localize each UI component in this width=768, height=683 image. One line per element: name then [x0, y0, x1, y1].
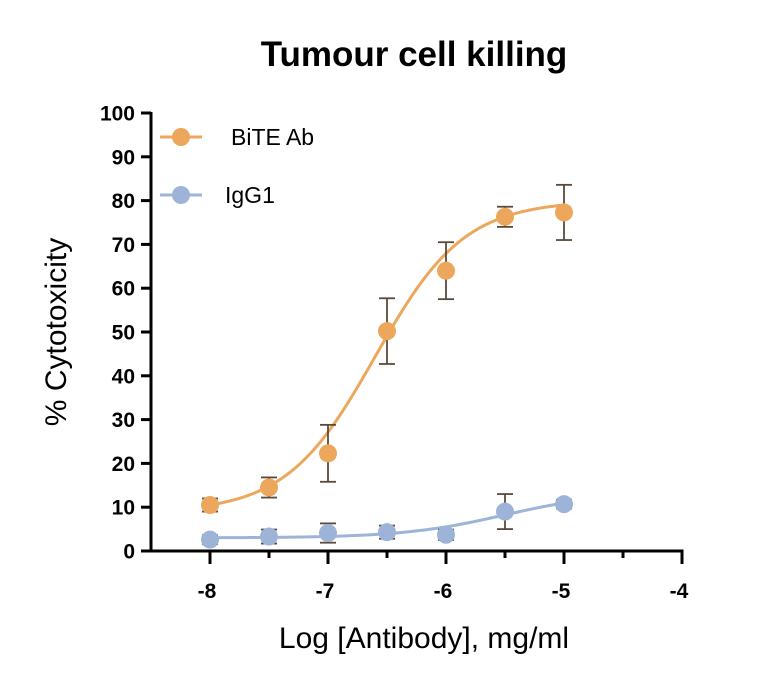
- y-tick-label-50: 50: [112, 322, 135, 345]
- data-point-bite-ab-5: [496, 207, 514, 226]
- x-tick-label-2: -6: [434, 580, 453, 603]
- y-tick-label-60: 60: [112, 278, 135, 301]
- x-axis-label: Log [Antibody], mg/ml: [279, 622, 569, 655]
- y-tick-label-30: 30: [112, 409, 135, 432]
- y-tick-label-90: 90: [112, 146, 135, 169]
- y-tick-label-80: 80: [112, 190, 135, 213]
- y-tick-label-70: 70: [112, 234, 135, 257]
- legend-entry-bite-ab: BiTE Ab: [160, 124, 314, 150]
- data-point-igg1-1: [260, 527, 278, 546]
- data-point-igg1-0: [201, 530, 219, 549]
- x-tick-label-0: -8: [198, 580, 217, 603]
- data-point-bite-ab-4: [437, 261, 455, 280]
- data-point-bite-ab-2: [319, 444, 337, 463]
- y-tick-label-100: 100: [100, 103, 135, 126]
- y-tick-label-10: 10: [112, 497, 135, 520]
- legend-marker-bite-ab: [172, 128, 190, 146]
- data-point-bite-ab-3: [378, 322, 396, 341]
- data-point-bite-ab-0: [201, 496, 219, 515]
- series-igg1: [201, 493, 573, 549]
- legend-label-bite-ab: BiTE Ab: [231, 124, 314, 150]
- data-point-igg1-3: [378, 523, 396, 542]
- legend-label-igg1: IgG1: [225, 182, 275, 208]
- plot-area: [201, 183, 573, 549]
- x-tick-label-4: -4: [670, 580, 689, 603]
- legend: BiTE Ab IgG1: [160, 124, 314, 208]
- y-axis-label: % Cytotoxicity: [40, 238, 73, 426]
- series-bite-ab: [201, 183, 573, 515]
- data-point-igg1-5: [496, 502, 514, 521]
- data-point-bite-ab-1: [260, 478, 278, 497]
- x-axis: -8 -7 -6 -5 -4: [149, 549, 689, 603]
- y-tick-label-0: 0: [123, 541, 135, 564]
- data-point-igg1-2: [319, 524, 337, 543]
- data-point-bite-ab-6: [555, 203, 573, 222]
- data-point-igg1-4: [437, 525, 455, 544]
- y-tick-label-20: 20: [112, 453, 135, 476]
- legend-marker-igg1: [172, 186, 190, 204]
- data-point-igg1-6: [555, 495, 573, 514]
- x-tick-label-3: -5: [552, 580, 571, 603]
- y-axis: 0 10 20 30 40 50 60 70 80 90 100: [100, 103, 153, 564]
- chart-title: Tumour cell killing: [261, 35, 568, 74]
- legend-entry-igg1: IgG1: [160, 182, 275, 208]
- x-tick-label-1: -7: [316, 580, 335, 603]
- y-tick-label-40: 40: [112, 365, 135, 388]
